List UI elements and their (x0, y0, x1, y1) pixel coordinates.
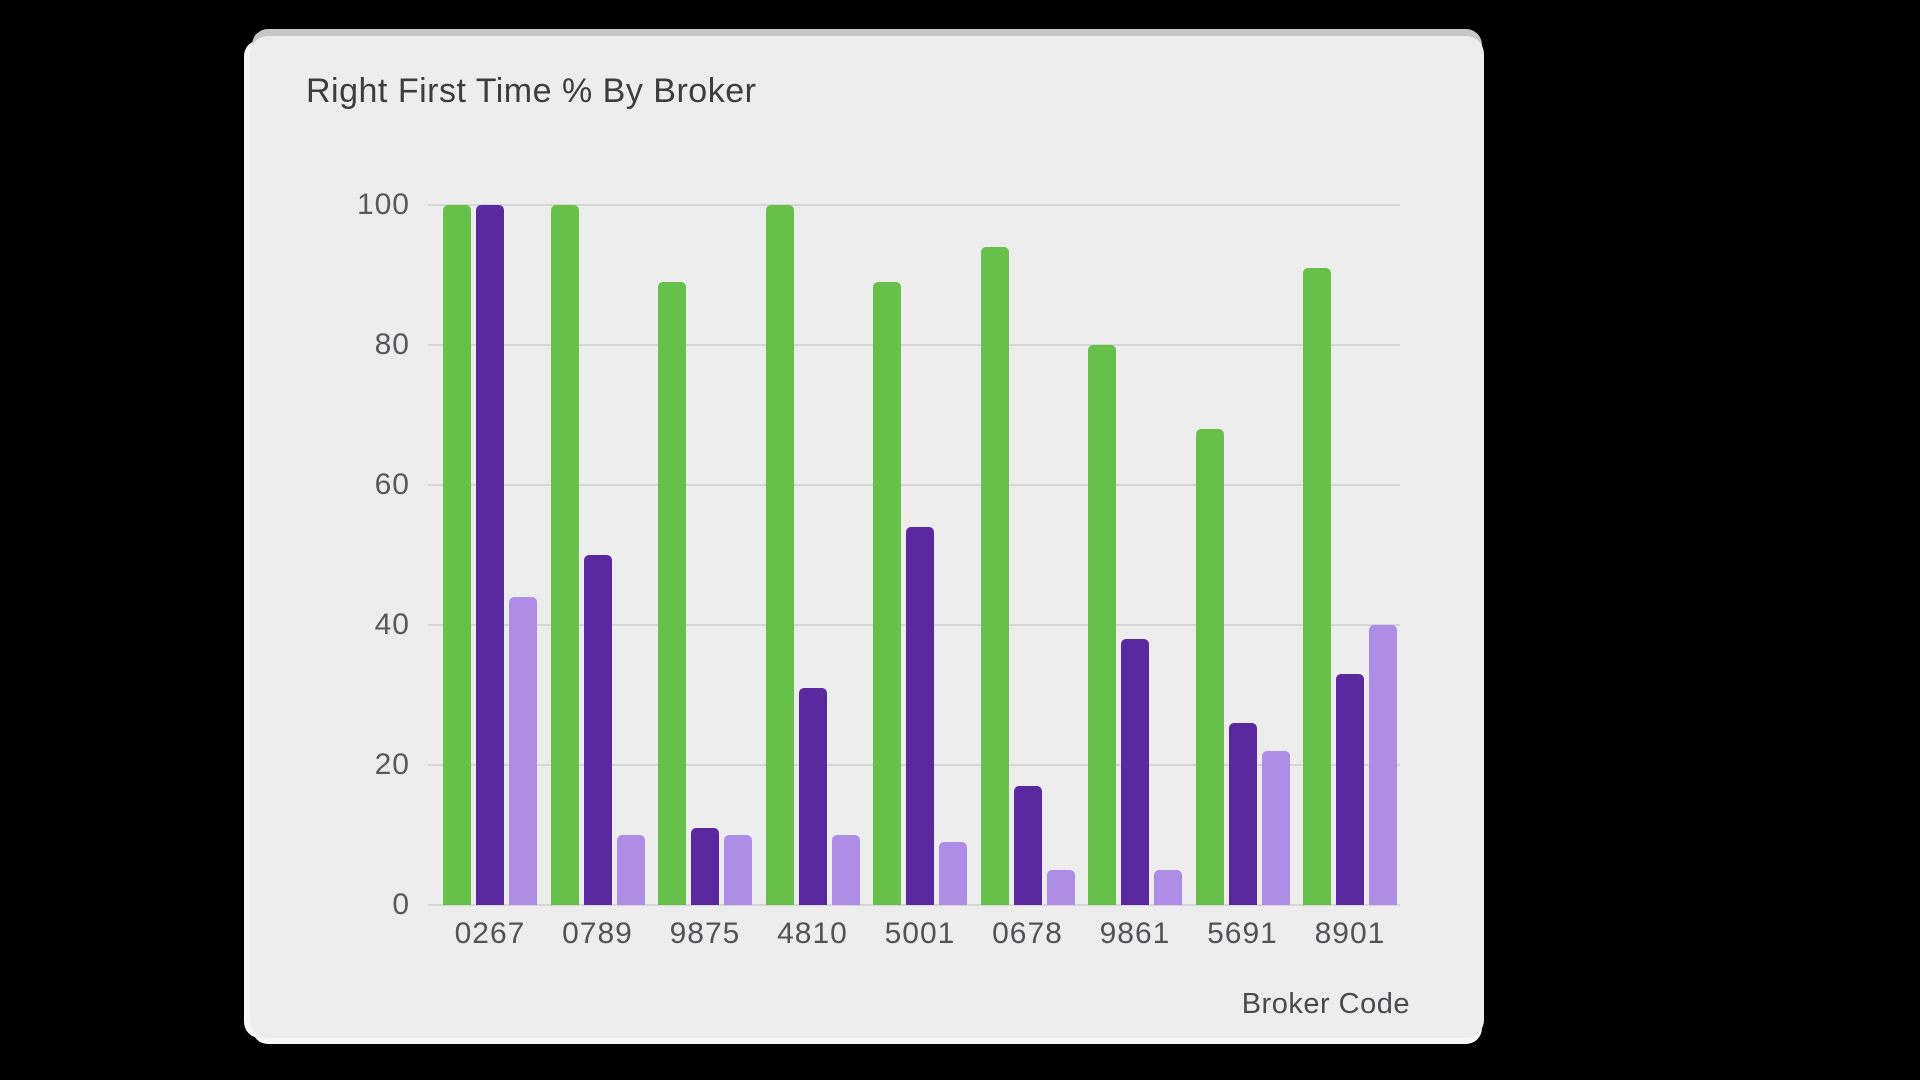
y-tick-label-60: 60 (374, 468, 410, 501)
bar-series-2-dark-purple-5691 (1228, 723, 1257, 905)
bar-series-2-dark-purple-4810 (798, 688, 827, 905)
x-axis-labels: 0267 0789 9875 4810 5001 0678 9861 5691 8901 (428, 917, 1400, 951)
chart-card: Right First Time % By Broker 0 20 40 60 80 10… (250, 36, 1484, 1038)
bar-series-1-green-5691 (1195, 429, 1224, 905)
bar-group-5691 (1195, 205, 1290, 905)
bar-group-9875 (658, 205, 752, 905)
x-axis-title: Broker Code (1241, 988, 1410, 1020)
bar-series-3-light-purple-9861 (1154, 870, 1182, 905)
bar-series-3-light-purple-8901 (1369, 625, 1397, 905)
bar-group-0267 (443, 205, 537, 905)
x-tick-label-5691: 5691 (1207, 917, 1278, 950)
bar-series-1-green-4810 (765, 205, 794, 905)
bar-group-4810 (765, 205, 860, 905)
bar-series-1-green-9875 (658, 282, 686, 905)
x-tick-label-0267: 0267 (454, 917, 526, 950)
y-tick-label-20: 20 (374, 748, 410, 781)
bar-series-1-green-0267 (443, 205, 471, 905)
gridline-60 (428, 484, 1400, 486)
x-tick-label-9861: 9861 (1099, 917, 1171, 950)
bar-group-8901 (1303, 205, 1397, 905)
bar-series-3-light-purple-0789 (616, 835, 645, 905)
x-tick-label-8901: 8901 (1314, 917, 1386, 950)
bar-series-2-dark-purple-0678 (1013, 786, 1042, 905)
chart-title: Right First Time % By Broker (306, 72, 757, 110)
bar-series-2-dark-purple-8901 (1336, 674, 1364, 905)
bar-series-3-light-purple-4810 (831, 835, 860, 905)
bar-series-2-dark-purple-0267 (476, 205, 504, 905)
bar-group-5001 (873, 205, 967, 905)
x-tick-label-0678: 0678 (992, 917, 1063, 950)
y-tick-label-0: 0 (392, 888, 410, 921)
bar-series-1-green-9861 (1088, 345, 1116, 905)
bar-group-9861 (1088, 205, 1182, 905)
gridline-100 (428, 204, 1400, 206)
bars-row (428, 205, 1400, 905)
y-tick-label-100: 100 (356, 188, 410, 221)
bar-series-1-green-5001 (873, 282, 901, 905)
bar-series-3-light-purple-0267 (509, 597, 537, 905)
bar-series-2-dark-purple-9861 (1121, 639, 1149, 905)
bar-series-3-light-purple-5001 (939, 842, 967, 905)
x-tick-label-4810: 4810 (777, 917, 848, 950)
x-tick-label-0789: 0789 (562, 917, 633, 950)
bar-group-0678 (980, 205, 1075, 905)
y-tick-label-40: 40 (374, 608, 410, 641)
x-tick-label-5001: 5001 (884, 917, 956, 950)
y-tick-label-80: 80 (374, 328, 410, 361)
gridline-80 (428, 344, 1400, 346)
bar-series-3-light-purple-9875 (724, 835, 752, 905)
bar-series-2-dark-purple-0789 (583, 555, 612, 905)
bar-series-3-light-purple-5691 (1261, 751, 1290, 905)
plot-area: 0 20 40 60 80 100 0267 0789 9875 4810 5001 0678 986… (357, 188, 1400, 950)
gridline-0 (428, 904, 1400, 906)
bar-series-1-green-8901 (1303, 268, 1331, 905)
bar-series-1-green-0678 (980, 247, 1009, 905)
bar-series-1-green-0789 (550, 205, 579, 905)
bar-series-3-light-purple-0678 (1046, 870, 1075, 905)
bar-group-0789 (550, 205, 645, 905)
bar-series-2-dark-purple-9875 (691, 828, 719, 905)
x-tick-label-9875: 9875 (669, 917, 741, 950)
bar-series-2-dark-purple-5001 (906, 527, 934, 905)
